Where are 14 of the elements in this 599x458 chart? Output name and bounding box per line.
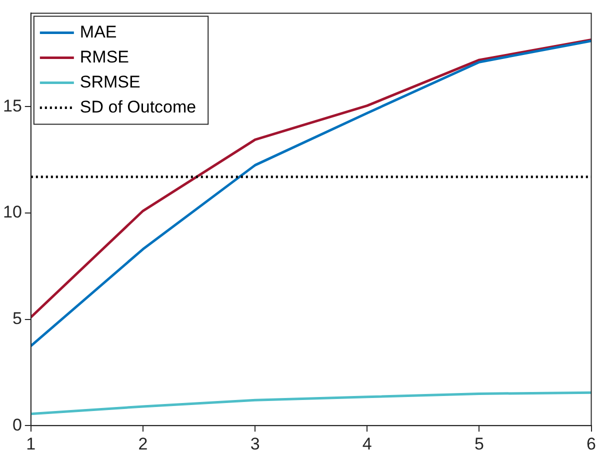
legend-label: SRMSE: [80, 72, 140, 92]
y-tick-label: 15: [2, 96, 22, 116]
y-tick-label: 5: [12, 309, 22, 328]
y-tick-label: 10: [2, 202, 22, 222]
legend-label: SD of Outcome: [80, 97, 196, 116]
x-tick-label: 4: [362, 434, 372, 454]
x-tick-label: 2: [138, 434, 148, 454]
x-tick-label: 6: [586, 434, 596, 454]
legend-label: MAE: [80, 22, 117, 42]
x-tick-label: 1: [26, 434, 36, 454]
legend-label: RMSE: [80, 47, 130, 66]
x-tick-label: 3: [250, 434, 260, 454]
x-tick-label: 5: [474, 434, 484, 454]
y-tick-label: 0: [12, 415, 22, 434]
